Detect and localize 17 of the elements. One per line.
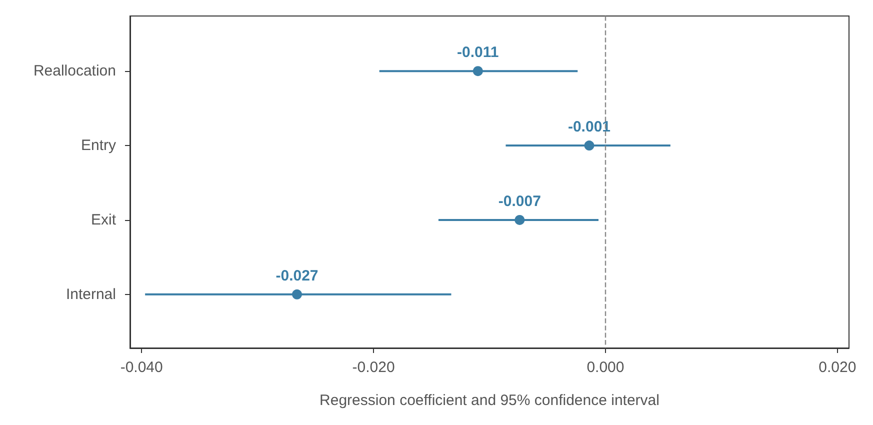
x-axis-title: Regression coefficient and 95% confidence interval bbox=[320, 392, 660, 409]
data-label: -0.007 bbox=[498, 192, 541, 210]
data-label: -0.027 bbox=[276, 267, 318, 284]
y-tick-label: Reallocation bbox=[33, 62, 116, 80]
y-tick-label: Entry bbox=[80, 137, 116, 154]
x-tick-label: -0.020 bbox=[352, 359, 395, 376]
data-label: -0.001 bbox=[568, 118, 611, 136]
x-tick-label: 0.000 bbox=[586, 359, 624, 376]
data-label: -0.011 bbox=[457, 44, 499, 62]
x-tick-label: 0.020 bbox=[818, 359, 856, 376]
point bbox=[292, 289, 302, 300]
point bbox=[584, 140, 594, 151]
x-tick-label: -0.040 bbox=[120, 359, 163, 376]
point bbox=[472, 66, 483, 76]
y-tick-label: Internal bbox=[66, 286, 116, 303]
point bbox=[514, 214, 525, 225]
y-tick-label: Exit bbox=[90, 211, 117, 228]
